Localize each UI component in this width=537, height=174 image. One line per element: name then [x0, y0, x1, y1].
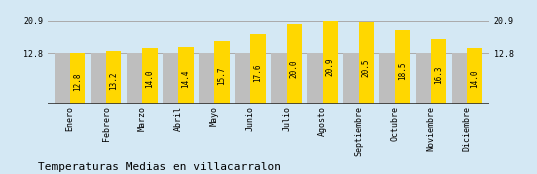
- Bar: [271, 53, 287, 104]
- Text: 15.7: 15.7: [217, 67, 227, 85]
- Bar: [55, 53, 70, 104]
- Bar: [163, 53, 178, 104]
- Text: 20.9: 20.9: [326, 57, 335, 76]
- Bar: [359, 22, 374, 104]
- Text: 20.0: 20.0: [290, 59, 299, 78]
- Bar: [127, 53, 142, 104]
- Bar: [452, 53, 467, 104]
- Text: 16.3: 16.3: [434, 66, 443, 84]
- Bar: [70, 53, 85, 104]
- Bar: [323, 21, 338, 104]
- Bar: [395, 30, 410, 104]
- Bar: [178, 47, 194, 104]
- Bar: [287, 24, 302, 104]
- Bar: [307, 53, 323, 104]
- Bar: [199, 53, 214, 104]
- Text: Temperaturas Medias en villacarralon: Temperaturas Medias en villacarralon: [38, 162, 281, 172]
- Bar: [467, 48, 482, 104]
- Text: 13.2: 13.2: [109, 71, 118, 90]
- Bar: [214, 41, 230, 104]
- Bar: [91, 53, 106, 104]
- Text: 14.4: 14.4: [182, 69, 191, 88]
- Text: 18.5: 18.5: [398, 62, 407, 80]
- Bar: [235, 53, 250, 104]
- Bar: [380, 53, 395, 104]
- Text: 14.0: 14.0: [470, 70, 479, 88]
- Text: 17.6: 17.6: [253, 63, 263, 82]
- Bar: [416, 53, 431, 104]
- Text: 14.0: 14.0: [146, 70, 154, 88]
- Text: 12.8: 12.8: [73, 72, 82, 90]
- Bar: [142, 48, 157, 104]
- Bar: [431, 39, 446, 104]
- Bar: [250, 34, 266, 104]
- Text: 20.5: 20.5: [362, 58, 371, 77]
- Bar: [106, 52, 121, 104]
- Bar: [343, 53, 359, 104]
